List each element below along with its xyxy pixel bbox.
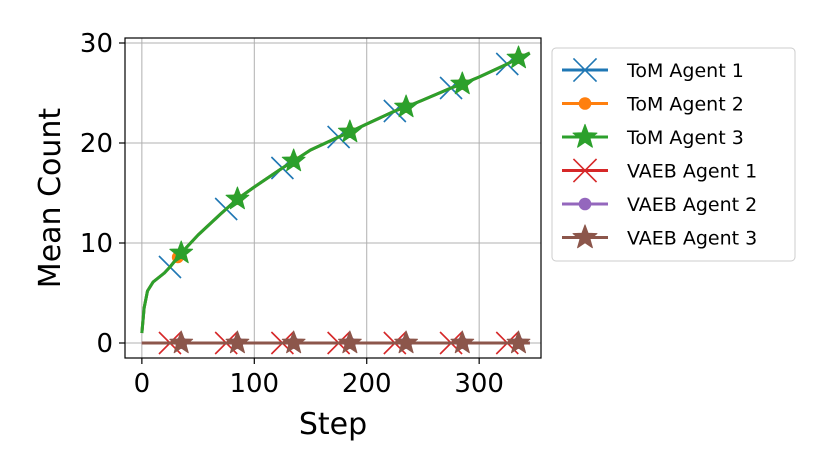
data-point-marker xyxy=(506,45,531,69)
series-line xyxy=(140,51,531,334)
x-tick-label: 300 xyxy=(454,369,504,399)
data-point-marker xyxy=(225,330,250,354)
axis-ticks: 0 100 200 300 0 10 20 30 xyxy=(80,29,504,399)
x-tick-label: 0 xyxy=(134,369,151,399)
legend-marker xyxy=(572,224,598,249)
data-point-marker xyxy=(281,330,306,354)
legend-marker xyxy=(578,197,592,211)
x-tick-label: 100 xyxy=(229,369,279,399)
series-6 xyxy=(141,330,531,354)
grid xyxy=(125,38,541,358)
y-tick-label: 0 xyxy=(96,329,113,359)
legend-item: ToM Agent 2 xyxy=(562,94,744,116)
legend-label: ToM Agent 3 xyxy=(626,127,744,149)
series-3 xyxy=(140,45,531,334)
legend-label: ToM Agent 1 xyxy=(626,60,744,82)
series-line xyxy=(140,51,531,334)
x-axis-label: Step xyxy=(299,407,367,442)
legend-label: VAEB Agent 3 xyxy=(627,228,757,250)
legend-marker-stroke-b xyxy=(572,158,598,183)
data-point-marker xyxy=(337,119,362,143)
y-axis-label: Mean Count xyxy=(33,108,68,289)
series-2 xyxy=(140,51,531,334)
plot-series xyxy=(140,45,531,355)
legend-label: ToM Agent 2 xyxy=(626,94,744,116)
data-point-marker xyxy=(450,330,475,354)
data-point-marker xyxy=(281,148,306,172)
data-point-marker xyxy=(450,71,475,95)
data-point-marker xyxy=(337,330,362,354)
legend-marker xyxy=(578,97,592,110)
legend-item: VAEB Agent 1 xyxy=(562,158,757,183)
legend-label: VAEB Agent 2 xyxy=(627,194,757,216)
data-point-marker xyxy=(394,94,418,118)
series-1 xyxy=(140,51,531,334)
data-point-marker xyxy=(394,330,418,354)
data-point-marker xyxy=(169,240,194,264)
data-point-marker xyxy=(169,330,194,354)
plot-frame xyxy=(124,37,542,359)
legend-label: VAEB Agent 1 xyxy=(627,161,757,183)
legend-item: VAEB Agent 2 xyxy=(562,194,757,216)
legend-marker xyxy=(572,158,598,183)
legend-marker xyxy=(572,123,598,148)
data-point-marker xyxy=(225,186,250,210)
legend-marker xyxy=(572,57,598,83)
legend-item: VAEB Agent 3 xyxy=(562,224,757,250)
legend-marker-stroke-b xyxy=(572,57,598,83)
series-line xyxy=(140,51,531,334)
legend: ToM Agent 1 ToM Agent 2 ToM Agent 3 VAEB Ag… xyxy=(551,47,796,262)
y-tick-label: 20 xyxy=(80,129,113,159)
data-point-marker xyxy=(506,330,531,354)
y-tick-label: 10 xyxy=(80,229,113,259)
legend-item: ToM Agent 3 xyxy=(562,123,744,149)
x-tick-label: 200 xyxy=(342,369,392,399)
legend-frame xyxy=(551,47,796,262)
legend-item: ToM Agent 1 xyxy=(562,57,744,83)
y-tick-label: 30 xyxy=(80,29,113,59)
